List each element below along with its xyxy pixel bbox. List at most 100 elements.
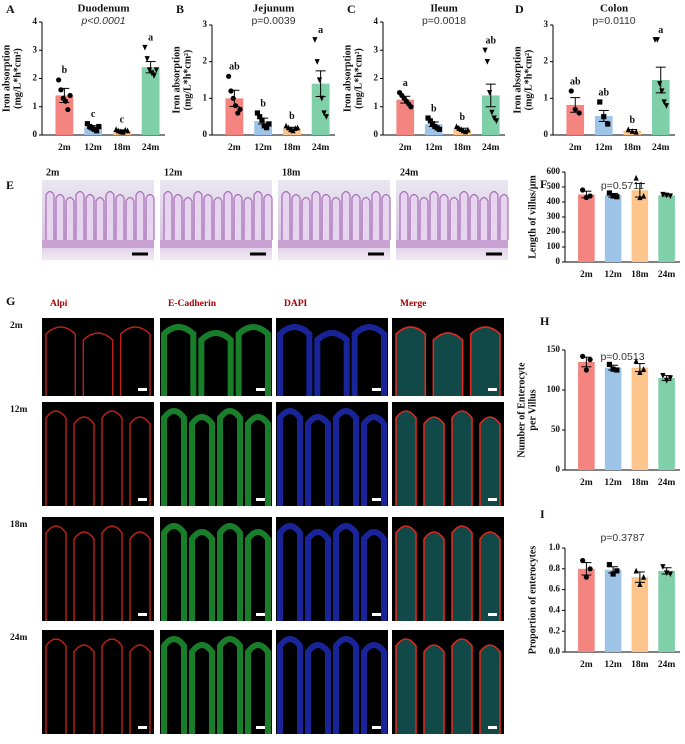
villus-fill (333, 408, 359, 506)
image-label: 24m (400, 167, 419, 178)
data-point (226, 73, 232, 79)
significance-letter: c (120, 115, 125, 126)
data-point (230, 95, 236, 101)
villus (301, 196, 311, 240)
data-point (580, 187, 586, 193)
data-point (580, 353, 586, 359)
villus-outline (451, 525, 473, 621)
villus-fill (351, 324, 387, 396)
scale-bar (138, 613, 147, 616)
y-tick-label: 0.0 (549, 646, 561, 656)
data-point (125, 127, 131, 134)
y-axis-label: Number of Enterocyte (516, 362, 527, 458)
data-point (629, 128, 635, 134)
y-tick-label: 300 (547, 211, 561, 221)
data-point (606, 562, 612, 568)
x-tick-label: 24m (658, 270, 676, 280)
row-label: 2m (10, 321, 23, 331)
image-bg (392, 318, 504, 396)
data-point (93, 128, 100, 134)
data-point (667, 193, 673, 200)
data-point (597, 99, 603, 105)
villus-outline (395, 326, 427, 396)
y-tick-label: 600 (547, 166, 561, 176)
villus (243, 196, 253, 240)
data-point (659, 88, 665, 95)
y-tick-label: 200 (547, 226, 561, 236)
villus-fill (235, 324, 271, 396)
data-point (465, 126, 471, 133)
histology-image (160, 180, 273, 260)
fluorescence-image (160, 630, 272, 734)
x-tick-label: 12m (604, 478, 622, 488)
x-tick-label: 12m (595, 143, 613, 153)
panel-label: E (6, 178, 14, 192)
villus-outline (73, 531, 95, 621)
villus (263, 193, 273, 240)
villus-fill (245, 414, 271, 506)
fluorescence-image (160, 517, 272, 621)
data-point (321, 110, 327, 117)
data-point (633, 358, 639, 364)
data-point (614, 367, 620, 373)
data-point (606, 190, 612, 196)
x-tick-label: 18m (631, 478, 649, 488)
villus-outline (101, 410, 123, 506)
villus (115, 193, 125, 240)
villus-outline (395, 638, 417, 734)
villus-fill (470, 327, 500, 396)
y-axis-label: (mg/L*h*cm²) (12, 48, 23, 109)
column-header: Merge (400, 299, 426, 309)
data-point (583, 574, 589, 580)
data-point (232, 103, 239, 109)
y-tick-label: 1 (544, 92, 549, 102)
villus-outline (423, 416, 445, 506)
villus (125, 196, 135, 240)
data-point (657, 81, 663, 87)
scale-bar (256, 726, 265, 729)
villus-outline (45, 326, 77, 396)
y-tick-label: 3 (544, 19, 549, 29)
data-point (314, 59, 320, 65)
villus (95, 196, 105, 240)
y-tick-label: 0 (33, 129, 38, 139)
villus-fill (424, 532, 444, 621)
data-point (144, 56, 150, 62)
y-tick-label: 0 (556, 464, 561, 474)
histology-image (396, 180, 509, 260)
data-point (323, 114, 329, 120)
data-point (56, 77, 62, 83)
scale-bar (138, 726, 147, 729)
villus-fill (245, 529, 271, 621)
villus (233, 193, 243, 240)
villus (321, 193, 331, 240)
data-point (266, 121, 272, 127)
data-point (489, 109, 495, 116)
histology-image (278, 180, 391, 260)
villus (399, 190, 409, 240)
fluorescence-image (392, 630, 504, 734)
data-point (484, 58, 490, 65)
villus-fill (277, 324, 313, 396)
villus-fill (217, 408, 243, 506)
significance-letter: b (629, 115, 635, 126)
scale-bar (372, 613, 381, 616)
scale-bar (372, 726, 381, 729)
y-axis-label: (mg/L*h*cm²) (182, 50, 193, 111)
villus (351, 193, 361, 240)
data-point (654, 37, 660, 43)
x-tick-label: 24m (658, 660, 676, 670)
villus-fill (396, 639, 416, 734)
data-point (664, 192, 670, 199)
data-point (663, 103, 670, 109)
significance-letter: ab (229, 62, 240, 73)
data-point (263, 125, 270, 131)
panel-label: A (6, 2, 15, 16)
bar (594, 115, 613, 135)
y-tick-label: 0.6 (549, 584, 561, 594)
x-tick-label: 24m (482, 143, 500, 153)
bar (424, 124, 443, 135)
y-tick-label: 1.0 (549, 542, 561, 552)
data-point (228, 88, 234, 94)
